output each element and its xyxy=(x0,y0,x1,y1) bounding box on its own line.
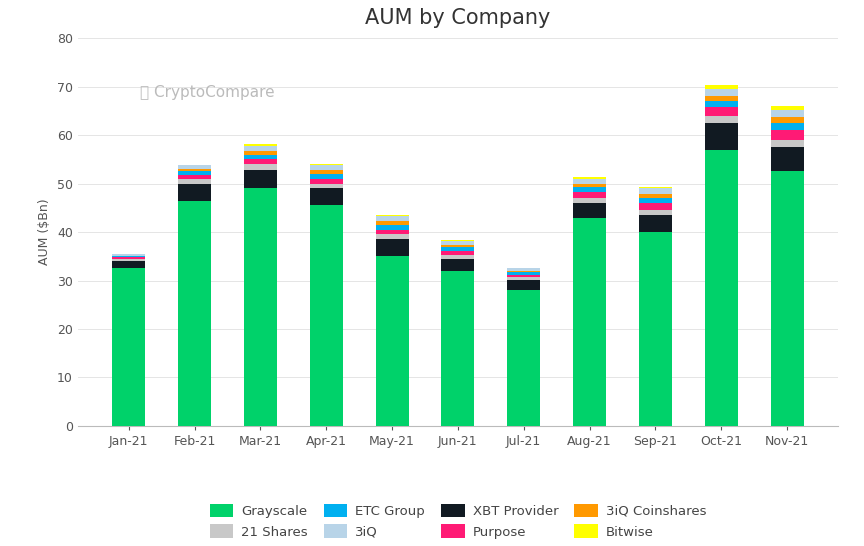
Bar xyxy=(705,150,738,426)
Bar xyxy=(639,188,672,194)
Bar xyxy=(573,203,606,217)
Bar xyxy=(376,215,409,216)
Bar xyxy=(310,183,343,188)
Title: AUM by Company: AUM by Company xyxy=(365,8,550,28)
Bar xyxy=(376,234,409,239)
Bar xyxy=(705,85,738,89)
Bar xyxy=(244,151,276,155)
Bar xyxy=(573,198,606,203)
Bar xyxy=(442,259,474,271)
Bar xyxy=(573,192,606,198)
Bar xyxy=(112,259,145,261)
Bar xyxy=(310,164,343,165)
Bar xyxy=(244,170,276,188)
Bar xyxy=(112,254,145,256)
Bar xyxy=(244,146,276,151)
Bar xyxy=(244,144,276,146)
Legend: Grayscale, 21 Shares, ETC Group, 3iQ, XBT Provider, Purpose, 3iQ Coinshares, Bit: Grayscale, 21 Shares, ETC Group, 3iQ, XB… xyxy=(204,498,712,544)
Bar xyxy=(112,257,145,259)
Bar xyxy=(376,221,409,225)
Bar xyxy=(507,280,540,290)
Bar xyxy=(573,187,606,192)
Bar xyxy=(112,256,145,257)
Bar xyxy=(244,155,276,159)
Bar xyxy=(771,147,804,171)
Bar xyxy=(442,247,474,251)
Bar xyxy=(573,177,606,179)
Bar xyxy=(310,165,343,170)
Bar xyxy=(507,269,540,271)
Bar xyxy=(705,101,738,107)
Bar xyxy=(442,245,474,247)
Bar xyxy=(376,225,409,230)
Bar xyxy=(178,169,211,171)
Bar xyxy=(771,106,804,110)
Bar xyxy=(507,272,540,275)
Bar xyxy=(310,188,343,205)
Bar xyxy=(178,200,211,426)
Bar xyxy=(178,179,211,183)
Bar xyxy=(178,175,211,179)
Bar xyxy=(244,164,276,170)
Bar xyxy=(573,217,606,426)
Bar xyxy=(573,183,606,187)
Bar xyxy=(639,215,672,232)
Bar xyxy=(507,290,540,426)
Bar xyxy=(376,239,409,256)
Bar xyxy=(376,216,409,221)
Bar xyxy=(310,170,343,174)
Bar xyxy=(705,89,738,96)
Bar xyxy=(442,255,474,259)
Bar xyxy=(112,261,145,269)
Bar xyxy=(310,179,343,183)
Text: Ⓜ CryptoCompare: Ⓜ CryptoCompare xyxy=(140,85,275,100)
Bar xyxy=(639,210,672,215)
Bar xyxy=(442,271,474,426)
Bar xyxy=(639,232,672,426)
Bar xyxy=(705,116,738,123)
Bar xyxy=(112,269,145,426)
Bar xyxy=(705,123,738,150)
Bar xyxy=(771,140,804,147)
Bar xyxy=(639,194,672,198)
Bar xyxy=(639,203,672,210)
Bar xyxy=(771,123,804,130)
Bar xyxy=(507,277,540,280)
Bar xyxy=(244,159,276,164)
Bar xyxy=(376,256,409,426)
Bar xyxy=(442,251,474,255)
Bar xyxy=(705,107,738,116)
Bar xyxy=(573,179,606,183)
Bar xyxy=(771,117,804,123)
Bar xyxy=(442,240,474,241)
Bar xyxy=(442,241,474,245)
Bar xyxy=(376,230,409,234)
Bar xyxy=(178,165,211,169)
Y-axis label: AUM ($Bn): AUM ($Bn) xyxy=(38,199,51,265)
Bar xyxy=(507,275,540,277)
Bar xyxy=(771,130,804,140)
Bar xyxy=(507,271,540,272)
Bar xyxy=(639,187,672,188)
Bar xyxy=(639,198,672,203)
Bar xyxy=(705,96,738,101)
Bar xyxy=(310,205,343,426)
Bar xyxy=(244,188,276,426)
Bar xyxy=(178,171,211,175)
Bar xyxy=(771,171,804,426)
Bar xyxy=(310,174,343,179)
Bar xyxy=(178,183,211,200)
Bar xyxy=(771,110,804,117)
